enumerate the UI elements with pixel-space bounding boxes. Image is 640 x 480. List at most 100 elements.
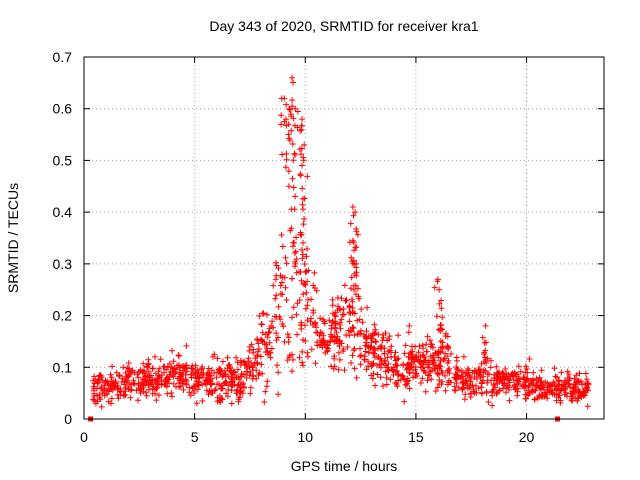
data-point: [299, 348, 306, 355]
data-point: [436, 286, 443, 293]
data-point: [274, 362, 281, 369]
data-point: [508, 371, 515, 378]
data-point: [304, 278, 311, 285]
data-point: [200, 370, 207, 376]
x-tick-label: 10: [297, 429, 313, 445]
data-point: [253, 375, 260, 382]
data-point: [279, 321, 286, 327]
data-point: [551, 365, 558, 372]
data-point: [503, 370, 510, 377]
data-point: [199, 398, 206, 404]
data-point: [536, 374, 543, 381]
data-point: [496, 387, 503, 394]
data-point: [180, 386, 187, 393]
data-point: [410, 367, 416, 374]
data-point: [164, 390, 171, 397]
data-point: [278, 121, 285, 128]
data-point: [98, 403, 105, 410]
data-point: [509, 370, 516, 377]
data-point: [290, 115, 297, 122]
data-point: [166, 360, 173, 367]
data-point: [502, 366, 509, 372]
data-point: [455, 374, 462, 381]
data-point: [292, 248, 299, 255]
data-point: [332, 313, 339, 320]
data-point: [122, 369, 129, 376]
data-point: [275, 391, 282, 398]
data-point: [186, 389, 193, 396]
data-point: [313, 287, 320, 294]
data-point: [290, 157, 297, 164]
data-point: [367, 345, 374, 351]
data-point: [278, 279, 285, 286]
data-point: [529, 388, 536, 395]
data-point: [430, 359, 437, 366]
data-point: [358, 306, 365, 313]
data-point: [550, 379, 557, 386]
data-point: [334, 333, 341, 340]
data-point: [349, 324, 356, 331]
data-point: [213, 374, 220, 381]
y-tick-label: 0.1: [53, 359, 73, 375]
data-point: [412, 370, 419, 377]
x-axis-title: GPS time / hours: [291, 458, 398, 474]
data-point: [312, 360, 319, 367]
data-point: [91, 380, 98, 387]
data-point: [283, 297, 290, 303]
data-point: [455, 384, 462, 391]
data-point: [119, 375, 126, 382]
data-point: [294, 124, 301, 131]
data-point: [359, 319, 366, 326]
data-point: [203, 387, 210, 394]
data-point: [298, 151, 304, 158]
data-point: [358, 327, 364, 334]
data-point: [546, 382, 553, 389]
data-point: [439, 314, 446, 321]
data-point: [301, 261, 308, 267]
data-points: [88, 74, 592, 422]
data-point: [528, 378, 535, 385]
data-point: [487, 364, 494, 371]
data-point: [254, 360, 261, 367]
data-point: [423, 348, 430, 355]
data-point: [308, 346, 315, 353]
data-point: [511, 384, 518, 391]
data-point: [368, 363, 375, 370]
data-point: [279, 151, 286, 158]
data-point: [406, 385, 413, 392]
data-point: [420, 368, 427, 374]
data-point: [313, 329, 319, 336]
data-point: [234, 366, 241, 373]
data-point: [277, 272, 284, 279]
plot-frame: [83, 56, 605, 420]
data-point: [108, 395, 115, 402]
data-point: [424, 363, 431, 370]
y-tick-label: 0.7: [53, 49, 73, 65]
data-point: [384, 337, 391, 344]
data-point: [459, 386, 466, 393]
data-point: [432, 388, 439, 394]
data-point: [448, 350, 454, 357]
data-point: [299, 116, 305, 123]
data-point: [233, 354, 240, 361]
data-point: [409, 348, 416, 355]
data-point: [397, 376, 404, 383]
data-point: [536, 393, 543, 400]
data-point: [290, 184, 297, 191]
data-point: [520, 383, 527, 390]
tick-labels: 0 5 10 15 20 0 0.1 0.2 0.3 0.4 0.5 0.6 0.7: [53, 49, 535, 445]
data-point: [404, 380, 411, 387]
chart-title: Day 343 of 2020, SRMTID for receiver kra…: [209, 18, 478, 34]
data-point: [145, 368, 152, 375]
data-point: [90, 396, 97, 403]
data-point: [168, 390, 175, 396]
data-point: [275, 334, 281, 341]
data-point: [311, 269, 318, 276]
data-point: [401, 398, 408, 405]
data-point: [380, 383, 386, 389]
data-point: [329, 296, 336, 303]
data-point: [235, 396, 242, 403]
data-point: [446, 365, 453, 372]
data-point: [143, 392, 150, 399]
data-point: [488, 377, 495, 384]
